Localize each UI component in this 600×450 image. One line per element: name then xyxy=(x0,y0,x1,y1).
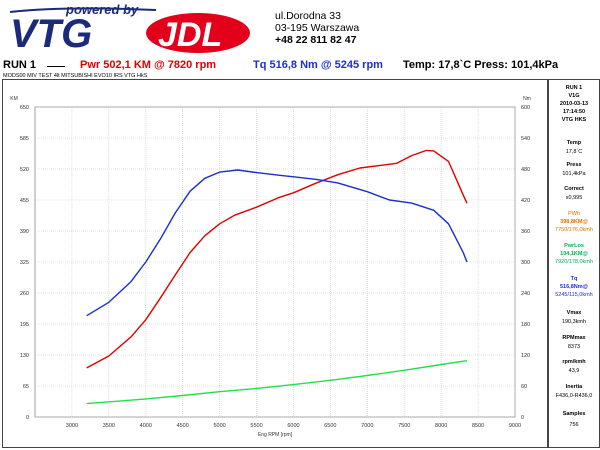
side-temp-value: 17,8`C xyxy=(565,149,583,155)
run-torque-summary: Tq 516,8 Nm @ 5245 rpm xyxy=(253,59,383,71)
side-pwrlos-detail: 7920/178,0kmh xyxy=(555,259,593,265)
side-inertia-label: Inertia xyxy=(565,384,583,390)
y-right-tick-label: 420 xyxy=(521,198,530,204)
side-rpmkmh-label: rpm/kmh xyxy=(562,359,586,365)
y-left-tick-label: 260 xyxy=(20,291,29,297)
side-rpmkmh-value: 43,9 xyxy=(568,368,580,374)
side-pwh-detail: 7750/176,0kmh xyxy=(555,227,593,233)
y-left-tick-label: 325 xyxy=(20,260,29,266)
x-tick-label: 6500 xyxy=(324,423,336,429)
run-power-summary: Pwr 502,1 KM @ 7820 rpm xyxy=(80,59,217,71)
side-tq-detail: 5245/115,0kmh xyxy=(555,292,593,298)
vtg-jdl-logo: powered by VTG JDL xyxy=(9,2,250,54)
side-correct-label: Correct xyxy=(564,186,584,192)
side-press-value: 101,4kPa xyxy=(562,171,586,177)
dyno-chart: 3000 3500 4000 4500 5000 5500 6000 6500 7000 7500… xyxy=(10,96,531,438)
side-rpmmax-label: RPMmax xyxy=(562,335,586,341)
logo-tagline: powered by xyxy=(65,2,139,17)
x-tick-label: 3500 xyxy=(103,423,115,429)
side-date: 2010-03-13 xyxy=(559,101,589,107)
y-right-tick-label: 480 xyxy=(521,167,530,173)
side-inertia-value: F436,0-R436,0 xyxy=(555,393,593,399)
y-right-tick-label: 0 xyxy=(521,415,524,421)
y-left-tick-label: 650 xyxy=(20,105,29,111)
header: powered by VTG JDL ul.Dorodna 33 03-195 … xyxy=(0,0,600,56)
side-samples-label: Samples xyxy=(562,411,586,417)
side-tq-label: Tq xyxy=(570,276,578,282)
y-right-tick-label: 300 xyxy=(521,260,530,266)
address-street: ul.Dorodna 33 xyxy=(275,10,341,22)
x-tick-label: 8000 xyxy=(435,423,447,429)
x-tick-label: 5000 xyxy=(213,423,225,429)
run-legend-line xyxy=(47,66,65,67)
y-right-tick-label: 60 xyxy=(521,384,527,390)
y-left-tick-label: 0 xyxy=(26,415,29,421)
address-phone: +48 22 811 82 47 xyxy=(275,34,357,46)
y-right-tick-label: 360 xyxy=(521,229,530,235)
logo-ellipse xyxy=(146,13,250,53)
side-temp-label: Temp xyxy=(566,140,582,146)
y-right-tick-label: 540 xyxy=(521,136,530,142)
side-run-id: V1G xyxy=(568,93,580,99)
side-run: RUN 1 xyxy=(565,85,583,91)
address-city: 03-195 Warszawa xyxy=(275,22,360,34)
side-rpmmax-value: 8373 xyxy=(567,344,581,350)
x-tick-label: 6000 xyxy=(287,423,299,429)
side-tq-value: 516,8Nm@ xyxy=(560,284,588,290)
run-subtitle: MODS00 MIV TEST 4lt MITSUBISHI EVO10 IRS… xyxy=(3,73,148,79)
side-vmax-value: 190,3kmh xyxy=(561,319,587,325)
x-tick-label: 4500 xyxy=(177,423,189,429)
logo-vtg-text: VTG xyxy=(10,12,92,54)
run-conditions: Temp: 17,8`C Press: 101,4kPa xyxy=(403,59,559,71)
series-pwrlos-line xyxy=(86,360,468,405)
series-tq-line xyxy=(86,169,468,317)
x-tick-label: 7500 xyxy=(398,423,410,429)
x-tick-label: 9000 xyxy=(509,423,521,429)
side-samples-value: 756 xyxy=(569,422,579,428)
y-right-axis-title: Nm xyxy=(523,96,531,102)
x-tick-label: 7000 xyxy=(361,423,373,429)
x-tick-label: 5500 xyxy=(250,423,262,429)
side-time: 17:14:50 xyxy=(562,109,586,115)
y-left-axis-title: KM xyxy=(10,96,18,102)
side-tag: VTG HKS xyxy=(561,117,587,123)
side-panel: RUN 1 V1G 2010-03-13 17:14:50 VTG HKS Te… xyxy=(548,79,600,448)
run-label: RUN 1 xyxy=(3,59,37,71)
side-pwrlos-label: PwrLos xyxy=(564,243,584,249)
run-summary-bar: RUN 1 Pwr 502,1 KM @ 7820 rpm Tq 516,8 N… xyxy=(0,59,600,73)
y-left-tick-label: 520 xyxy=(20,167,29,173)
side-pwh-label: PWh xyxy=(568,211,580,217)
y-left-tick-label: 390 xyxy=(20,229,29,235)
series-pwr-line xyxy=(86,149,468,369)
y-left-tick-label: 585 xyxy=(20,136,29,142)
y-right-tick-label: 180 xyxy=(521,322,530,328)
y-left-tick-label: 130 xyxy=(20,353,29,359)
y-left-tick-label: 65 xyxy=(23,384,29,390)
y-left-tick-label: 455 xyxy=(20,198,29,204)
x-tick-label: 3000 xyxy=(66,423,78,429)
side-correct-value: x0,995 xyxy=(565,195,583,201)
y-right-tick-label: 240 xyxy=(521,291,530,297)
side-pwrlos-value: 104,1KM@ xyxy=(560,251,588,257)
y-right-tick-label: 600 xyxy=(521,105,530,111)
side-pwh-value: 398,8KM@ xyxy=(560,219,588,225)
y-right-tick-label: 120 xyxy=(521,353,530,359)
address-block: ul.Dorodna 33 03-195 Warszawa +48 22 811… xyxy=(275,10,359,46)
x-tick-label: 8500 xyxy=(472,423,484,429)
side-press-label: Press xyxy=(566,162,582,168)
x-axis-title: Eng RPM [rpm] xyxy=(258,432,293,438)
side-vmax-label: Vmax xyxy=(566,310,582,316)
x-tick-label: 4000 xyxy=(140,423,152,429)
logo-jdl-text: JDL xyxy=(158,16,222,54)
y-left-tick-label: 195 xyxy=(20,322,29,328)
